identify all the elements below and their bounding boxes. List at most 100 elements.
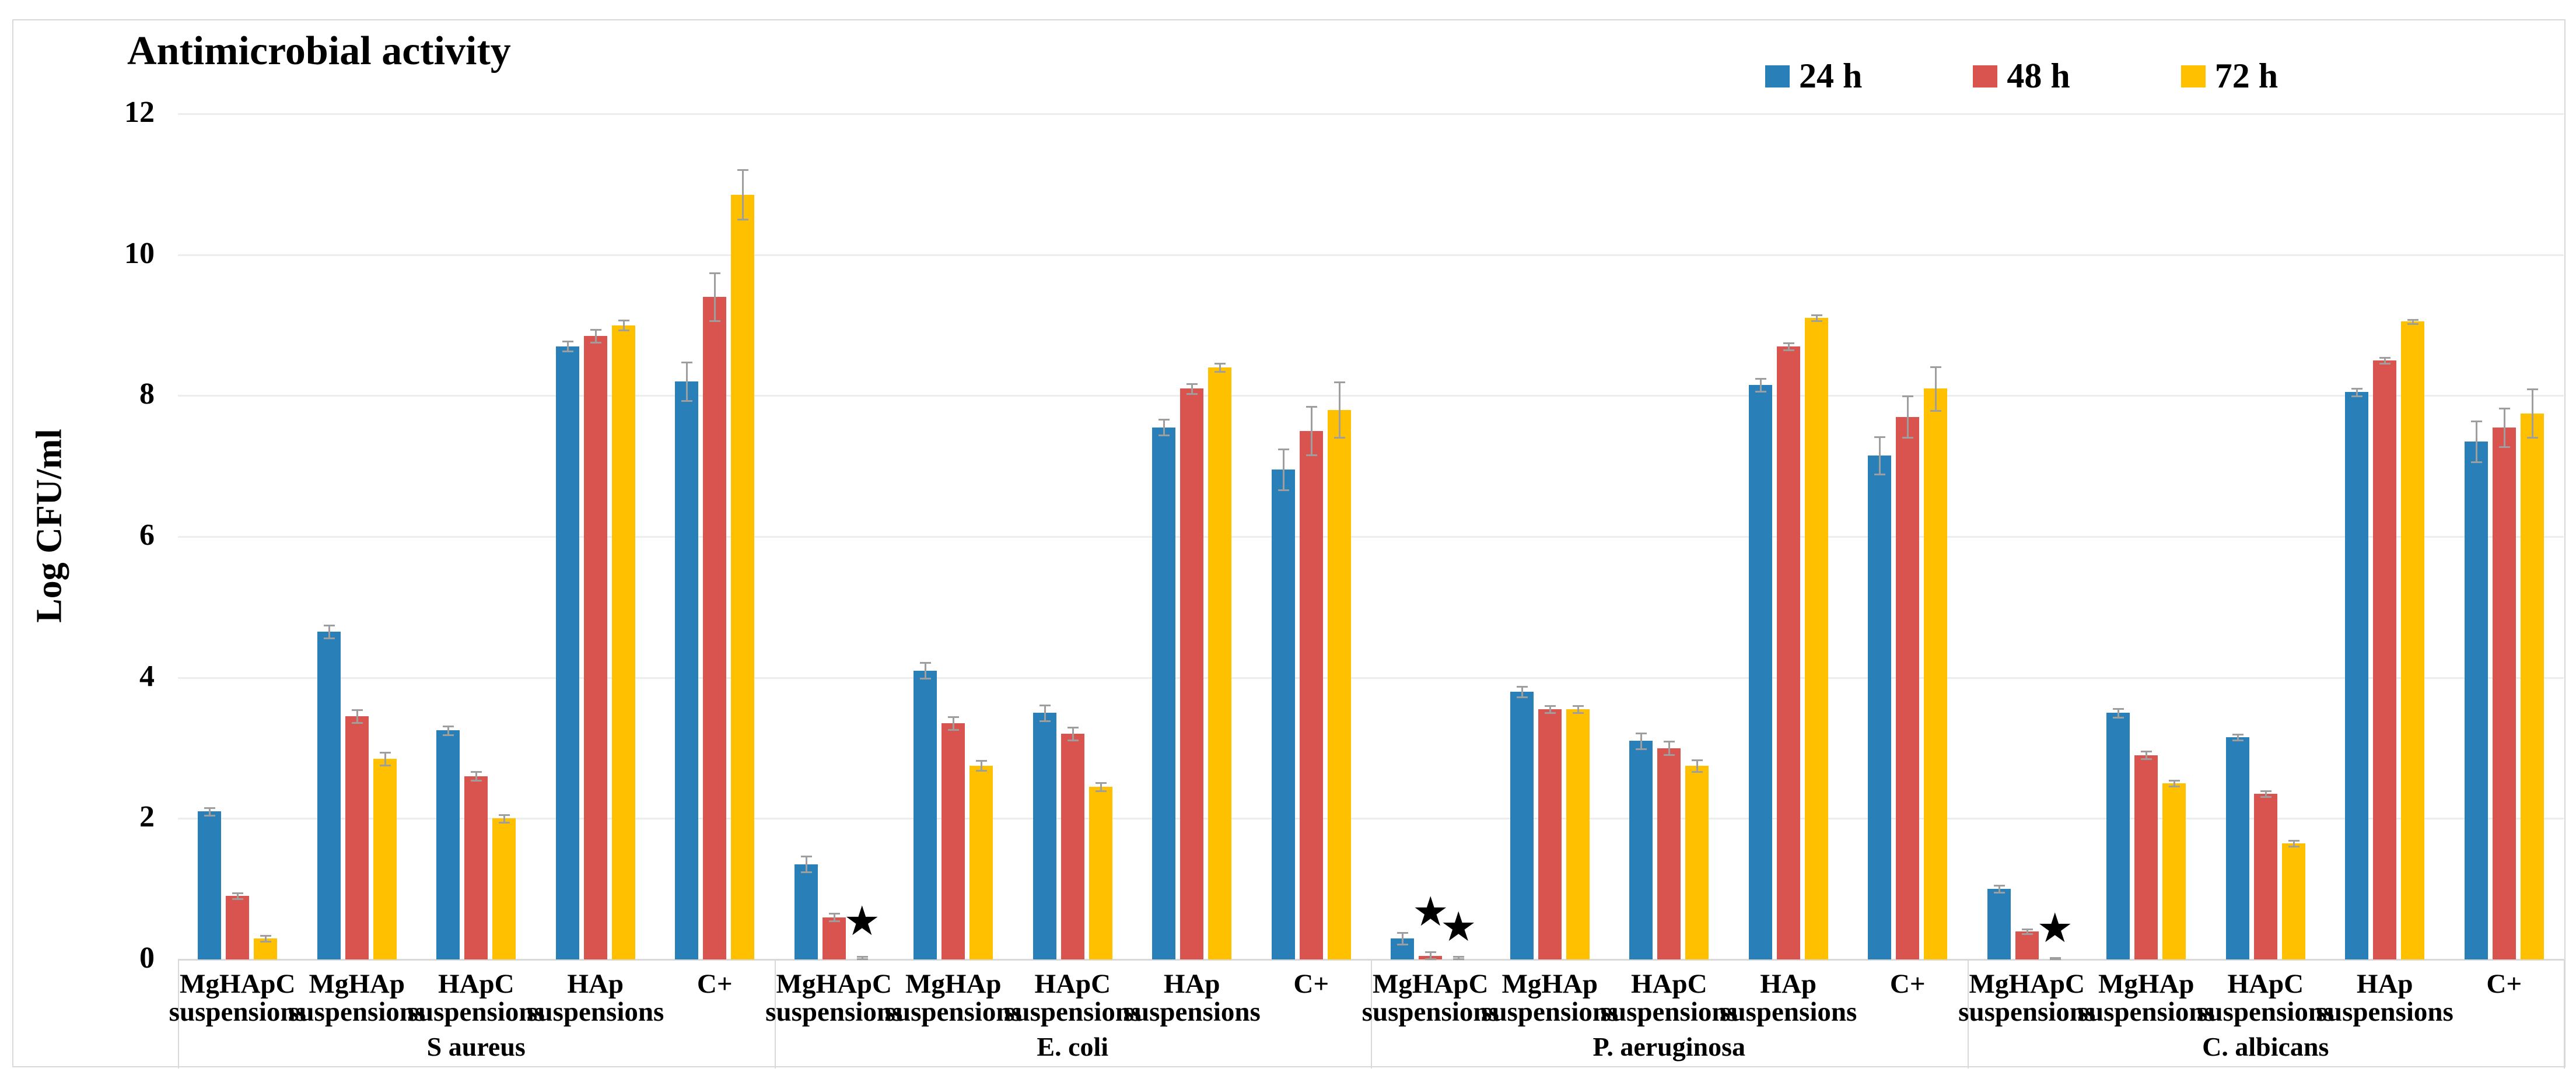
error-bar [2356,388,2358,397]
bar-24h-MgHApC-Ecoli [794,864,818,959]
bar-48h-HAp-Saureus [583,335,607,959]
error-bar [594,328,597,343]
star-annotation: ★ [1412,887,1449,936]
category-separator [1371,959,1372,1069]
bar-48h-HApC-Paeruginosa [1657,748,1681,959]
error-bar-cap [1783,349,1794,351]
bar-48h-MgHApC-Saureus [226,896,250,959]
bar-24h-C+-Ecoli [1271,470,1295,959]
legend-label-48h: 48 h [2007,57,2070,95]
group-sublabel: suspensions [2197,997,2334,1027]
error-bar-cap [1425,951,1437,953]
error-bar-cap [1930,409,1942,412]
error-bar-cap [856,955,868,958]
y-tick-label: 10 [124,236,155,270]
group-sublabel: suspensions [288,997,426,1027]
error-bar [686,362,688,401]
error-bar [1163,419,1166,436]
error-bar-cap [2232,740,2244,742]
error-bar [356,709,358,724]
group-label: MgHAp [2098,969,2194,999]
category-separator [774,959,776,1069]
error-bar [2118,707,2120,718]
error-bar [1310,406,1312,456]
error-bar-cap [471,771,482,773]
error-bar-cap [232,892,244,895]
error-bar [2412,318,2414,325]
bar-24h-C+-Saureus [675,381,699,959]
error-bar [1072,727,1074,741]
legend-item-48h: 48 h [1973,56,2070,96]
error-bar-cap [2498,446,2510,448]
error-bar-cap [1874,436,1886,439]
error-bar-cap [2169,779,2180,782]
legend-swatch-72h-icon [2180,65,2206,87]
error-bar [1338,381,1340,438]
bar-48h-MgHApC-Calbicans [2015,931,2039,959]
error-bar-cap [976,760,988,762]
bar-24h-C+-Calbicans [2464,441,2488,959]
group-label: HApC [438,969,514,999]
gridline [178,818,2564,820]
group-sublabel: suspensions [1362,997,1499,1027]
error-bar-cap [2021,933,2033,935]
error-bar-cap [2049,957,2061,959]
organism-label: P. aeruginosa [1592,1032,1746,1062]
error-bar-cap [1067,727,1079,729]
group-label: HApC [1630,969,1707,999]
bar-48h-HApC-Calbicans [2253,794,2277,959]
error-bar-cap [1039,704,1051,706]
error-bar-cap [499,821,510,824]
error-bar-cap [1755,391,1766,393]
bar-48h-MgHAp-Calbicans [2134,755,2158,959]
error-bar [447,725,450,735]
legend-swatch-24h-icon [1765,65,1790,87]
error-bar-cap [828,913,840,915]
error-bar [1402,931,1404,945]
error-bar-cap [260,934,272,937]
group-label: HAp [1163,969,1220,999]
bar-72h-HAp-Paeruginosa [1804,318,1828,959]
group-label: HAp [567,969,624,999]
error-bar-cap [1783,342,1794,344]
group-sublabel: suspensions [2077,997,2215,1027]
bar-72h-HApC-Calbicans [2281,843,2305,959]
error-bar-cap [1636,748,1647,750]
group-label: MgHAp [1502,969,1598,999]
error-bar [2292,839,2295,847]
error-bar-cap [709,272,721,274]
group-label: MgHApC [1373,969,1489,999]
bar-24h-HAp-Ecoli [1152,427,1176,959]
legend: 24 h 48 h 72 h [1765,56,2278,96]
error-bar-cap [1902,395,1914,398]
error-bar-cap [1664,754,1675,756]
bar-72h-HApC-Saureus [492,818,516,959]
error-bar [2475,420,2477,463]
bar-72h-HAp-Saureus [611,325,635,959]
error-bar-cap [499,814,510,817]
legend-item-72h: 72 h [2180,56,2278,96]
error-bar-cap [1186,383,1198,385]
group-sublabel: suspensions [1481,997,1619,1027]
chart-title: Antimicrobial activity [127,29,511,73]
group-sublabel: suspensions [169,997,306,1027]
bar-48h-C+-Calbicans [2492,427,2516,959]
error-bar-cap [1664,741,1675,743]
error-bar-cap [2526,388,2538,391]
error-bar [237,892,239,900]
legend-item-24h: 24 h [1765,56,1862,96]
bar-48h-HAp-Paeruginosa [1776,346,1800,959]
group-label: HAp [1760,969,1817,999]
group-label: MgHApC [180,969,296,999]
bar-48h-MgHAp-Paeruginosa [1538,709,1562,959]
bar-24h-HApC-Paeruginosa [1629,741,1653,959]
error-bar [2531,388,2533,438]
bar-24h-MgHApC-Calbicans [1987,889,2011,959]
error-bar-cap [323,637,335,640]
error-bar-cap [1516,686,1528,688]
error-bar-cap [2141,758,2152,760]
group-sublabel: suspensions [2316,997,2454,1027]
error-bar [1282,448,1284,491]
error-bar [1787,342,1790,351]
error-bar-cap [443,725,454,727]
